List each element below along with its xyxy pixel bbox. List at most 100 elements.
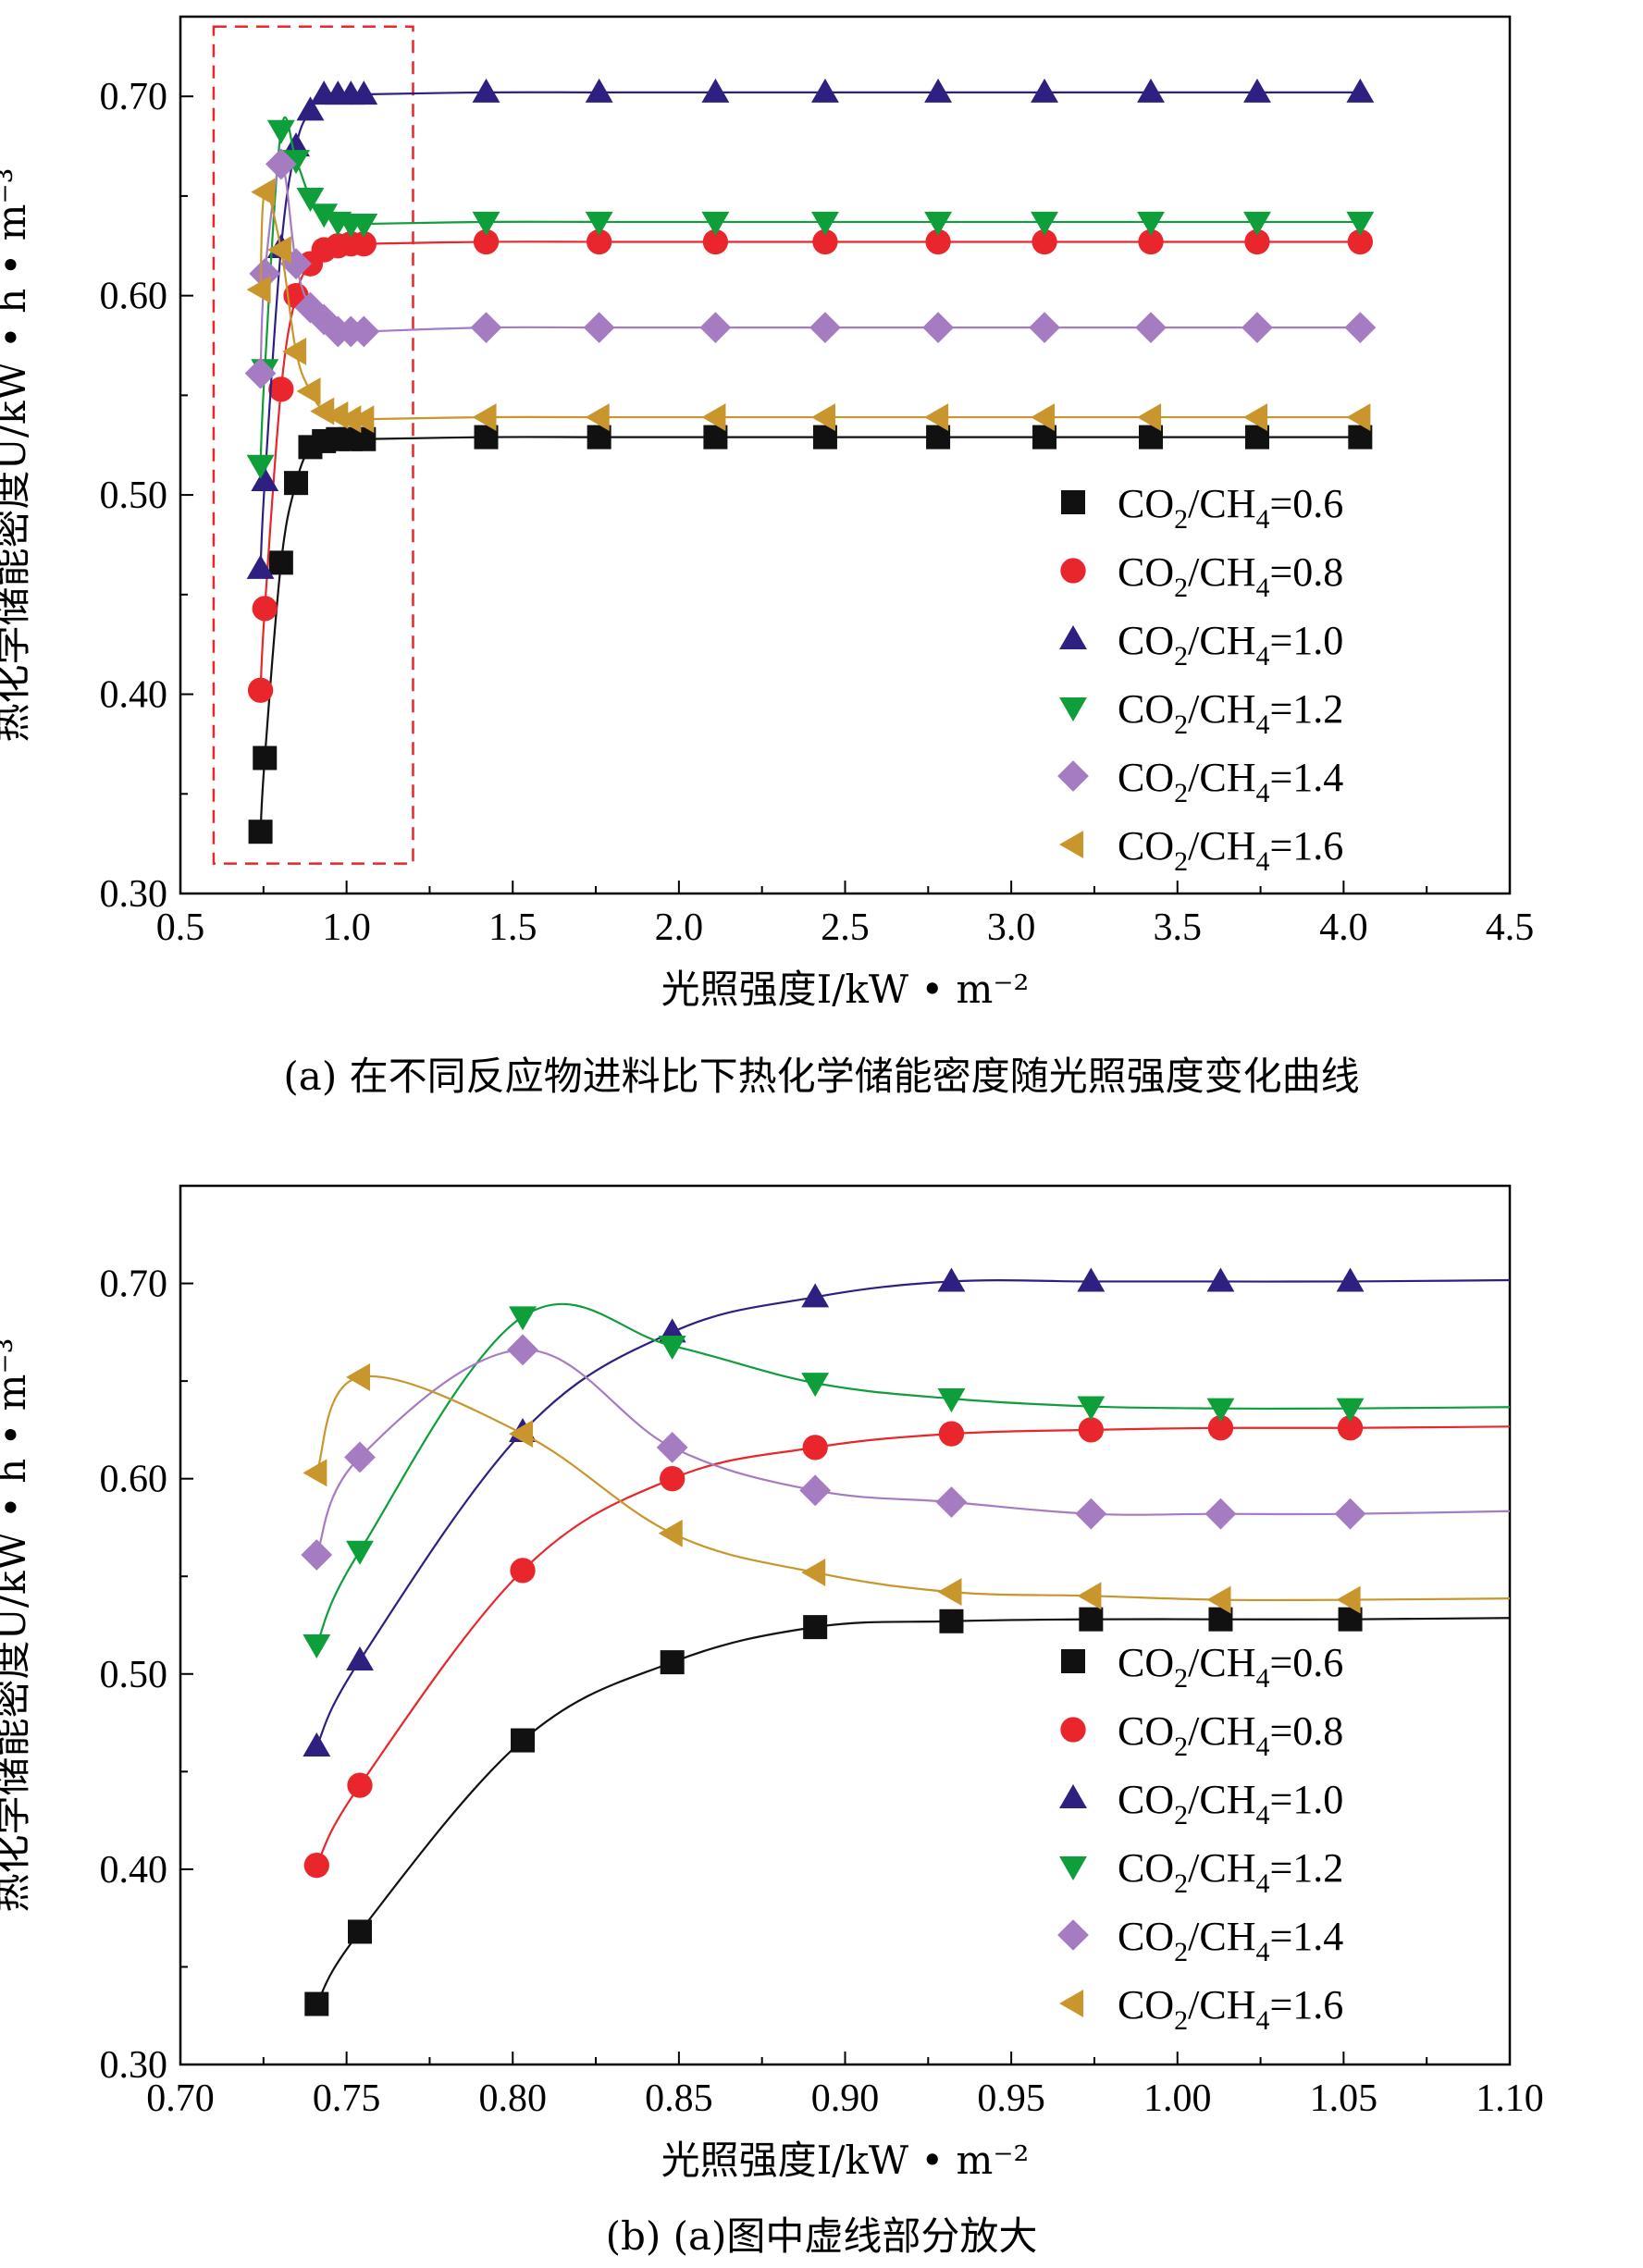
data-point-marker bbox=[809, 312, 841, 344]
legend-marker bbox=[1059, 696, 1087, 721]
legend-marker bbox=[1060, 1717, 1086, 1743]
data-point-marker bbox=[802, 1435, 828, 1461]
data-point-marker bbox=[924, 403, 949, 432]
data-point-marker bbox=[1075, 1498, 1107, 1530]
data-point-marker bbox=[585, 78, 613, 103]
data-point-marker bbox=[1243, 78, 1271, 103]
data-point-marker bbox=[350, 405, 375, 434]
data-point-marker bbox=[701, 211, 730, 236]
data-point-marker bbox=[938, 1421, 965, 1447]
data-point-marker bbox=[265, 148, 297, 180]
data-point-marker bbox=[1206, 1267, 1235, 1292]
data-point-marker bbox=[473, 228, 500, 255]
data-point-marker bbox=[282, 150, 310, 175]
data-point-marker bbox=[1079, 1607, 1104, 1632]
panel-b-series bbox=[301, 1267, 1510, 2016]
data-point-marker bbox=[801, 1559, 826, 1586]
legend-label: CO2/CH4=1.4 bbox=[1118, 1914, 1343, 1967]
data-point-marker bbox=[1336, 1398, 1365, 1423]
data-point-marker bbox=[1336, 1267, 1365, 1292]
series-line bbox=[315, 1374, 1510, 1602]
x-tick-label: 0.75 bbox=[313, 2077, 381, 2120]
panel-a-ticks: 0.5 1.0 1.5 2.0 2.5 3.0 3.5 4.0 4.5 0.30 0.40 0.50 0… bbox=[100, 76, 1535, 949]
data-point-marker bbox=[801, 1373, 830, 1398]
panel-a-legend: CO2/CH4=0.6 CO2/CH4=0.8 CO2/CH4=1.0 CO2/CH4… bbox=[1057, 481, 1343, 877]
legend-marker bbox=[1061, 1649, 1085, 1673]
data-point-marker bbox=[660, 1650, 685, 1675]
data-point-marker bbox=[937, 1578, 962, 1607]
data-point-marker bbox=[470, 312, 502, 344]
panel-a-zoom-box bbox=[212, 25, 414, 865]
y-tick-label: 0.30 bbox=[100, 2044, 168, 2087]
series-CO2/CH4=0.6 bbox=[304, 1607, 1510, 2016]
data-point-marker bbox=[303, 1853, 329, 1879]
data-point-marker bbox=[303, 1459, 327, 1487]
data-point-marker bbox=[1336, 1585, 1361, 1614]
series-line bbox=[315, 1278, 1510, 1747]
panel-b: 0.70 0.75 0.80 0.85 0.90 0.95 1.00 1.05 1.10 0.30… bbox=[0, 1184, 1544, 2259]
panel-b-ticks: 0.70 0.75 0.80 0.85 0.90 0.95 1.00 1.05 1.10 0.30… bbox=[100, 1263, 1544, 2120]
series-line bbox=[315, 1349, 1510, 1556]
legend-marker bbox=[1057, 760, 1089, 792]
series-CO2/CH4=0.8 bbox=[303, 1415, 1510, 1879]
panel-b-caption: (b) (a)图中虚线部分放大 bbox=[606, 2213, 1038, 2259]
data-point-marker bbox=[585, 403, 610, 432]
series-line bbox=[259, 190, 1361, 421]
y-tick-label: 0.60 bbox=[100, 276, 168, 318]
data-point-marker bbox=[812, 228, 838, 255]
x-tick-label: 2.0 bbox=[655, 906, 704, 949]
legend-marker bbox=[1059, 1855, 1087, 1880]
data-point-marker bbox=[810, 78, 839, 103]
data-point-marker bbox=[472, 403, 497, 432]
data-point-marker bbox=[587, 228, 612, 255]
x-tick-label: 0.90 bbox=[811, 2077, 880, 2120]
x-tick-label: 0.5 bbox=[156, 906, 205, 949]
x-tick-label: 1.05 bbox=[1310, 2077, 1378, 2120]
data-point-marker bbox=[1206, 1398, 1235, 1423]
legend-marker bbox=[1059, 1990, 1084, 2017]
data-point-marker bbox=[702, 228, 729, 255]
data-point-marker bbox=[348, 315, 380, 348]
legend-label: CO2/CH4=1.6 bbox=[1118, 823, 1343, 877]
data-point-marker bbox=[1029, 312, 1060, 344]
data-point-marker bbox=[310, 397, 335, 425]
series-CO2/CH4=1.2 bbox=[303, 1302, 1510, 1659]
data-point-marker bbox=[1242, 312, 1273, 344]
panel-b-y-axis-title: 热化学储能密度U/kW • h • m⁻³ bbox=[0, 1338, 34, 1913]
data-point-marker bbox=[924, 211, 953, 236]
data-point-marker bbox=[810, 403, 835, 432]
series-line bbox=[315, 1425, 1510, 1867]
data-point-marker bbox=[937, 1267, 966, 1292]
series-CO2/CH4=1.6 bbox=[246, 178, 1371, 434]
legend-marker bbox=[1059, 1784, 1087, 1809]
panel-a-series bbox=[244, 78, 1377, 844]
y-tick-label: 0.70 bbox=[100, 76, 168, 118]
x-tick-label: 0.85 bbox=[645, 2077, 713, 2120]
y-tick-label: 0.70 bbox=[100, 1263, 168, 1306]
data-point-marker bbox=[1031, 78, 1058, 103]
data-point-marker bbox=[244, 357, 277, 389]
data-point-marker bbox=[1346, 211, 1375, 236]
data-point-marker bbox=[1244, 228, 1270, 255]
data-point-marker bbox=[310, 203, 339, 228]
data-point-marker bbox=[303, 1634, 331, 1659]
data-point-marker bbox=[1031, 403, 1056, 432]
x-tick-label: 0.95 bbox=[977, 2077, 1045, 2120]
x-tick-label: 4.5 bbox=[1486, 906, 1535, 949]
data-point-marker bbox=[511, 1728, 536, 1753]
data-point-marker bbox=[922, 312, 954, 344]
legend-label: CO2/CH4=0.6 bbox=[1118, 481, 1343, 535]
data-point-marker bbox=[1137, 403, 1162, 432]
y-tick-label: 0.50 bbox=[100, 1654, 168, 1696]
legend-label: CO2/CH4=0.8 bbox=[1118, 1708, 1343, 1762]
data-point-marker bbox=[1337, 1415, 1364, 1441]
panel-a-caption: (a) 在不同反应物进料比下热化学储能密度随光照强度变化曲线 bbox=[283, 1054, 1359, 1099]
data-point-marker bbox=[347, 1919, 372, 1944]
data-point-marker bbox=[251, 467, 279, 492]
panel-a-y-axis-title: 热化学储能密度U/kW • h • m⁻³ bbox=[0, 168, 34, 743]
data-point-marker bbox=[246, 454, 275, 479]
data-point-marker bbox=[249, 258, 281, 290]
legend-label: CO2/CH4=1.6 bbox=[1118, 1982, 1343, 2036]
x-tick-label: 0.70 bbox=[146, 2077, 215, 2120]
data-point-marker bbox=[1078, 1417, 1104, 1443]
